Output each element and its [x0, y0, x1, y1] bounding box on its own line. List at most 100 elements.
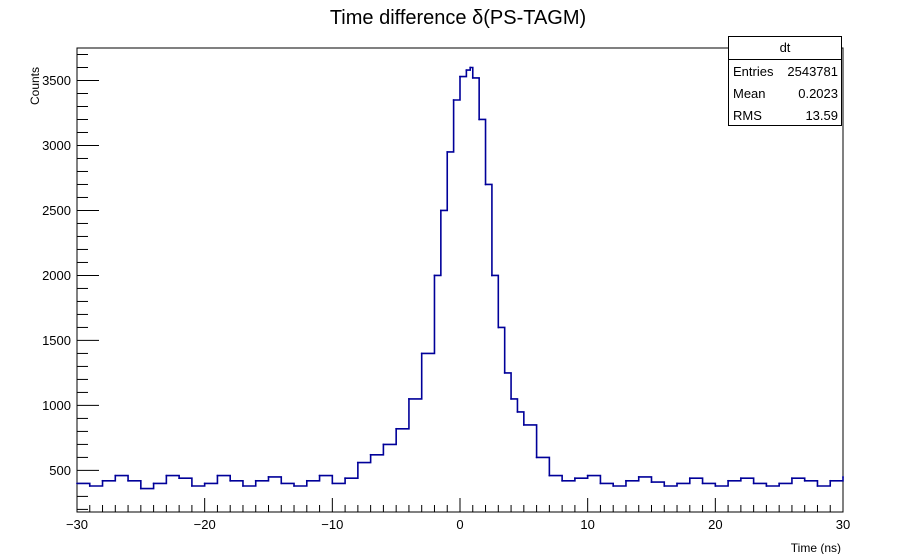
data-point — [254, 479, 257, 482]
x-tick-label: −30 — [66, 517, 88, 532]
data-point — [318, 474, 321, 477]
stats-row-mean: Mean 0.2023 — [729, 82, 841, 104]
data-point — [465, 69, 468, 71]
data-point — [191, 485, 193, 487]
data-point — [356, 461, 359, 464]
stats-mean-label: Mean — [733, 86, 766, 101]
data-point — [469, 66, 472, 69]
data-point — [727, 479, 729, 482]
data-point — [612, 485, 615, 487]
data-point — [650, 481, 653, 484]
data-point — [491, 274, 493, 277]
data-point — [778, 482, 781, 485]
y-axis-title: Counts — [28, 67, 42, 105]
data-point — [446, 151, 449, 153]
data-point — [791, 477, 793, 480]
series-line — [77, 66, 844, 490]
data-point — [829, 479, 832, 482]
data-point — [752, 482, 755, 485]
data-point — [497, 326, 500, 329]
y-tick-label: 1500 — [42, 333, 71, 348]
y-tick-label: 500 — [49, 463, 71, 478]
data-point — [471, 76, 474, 79]
y-tick-label: 3000 — [42, 138, 71, 153]
data-point — [139, 487, 142, 490]
data-point — [88, 485, 91, 487]
data-point — [574, 477, 576, 480]
stats-rms-label: RMS — [733, 108, 762, 123]
y-tick-label: 3500 — [42, 73, 71, 88]
data-point — [203, 482, 206, 485]
data-point — [599, 482, 602, 485]
data-point — [280, 482, 283, 485]
data-point — [586, 474, 589, 477]
data-point — [452, 99, 455, 101]
stats-row-rms: RMS 13.59 — [729, 104, 841, 126]
y-axis: 500 1000 1500 2000 2500 3000 3500 — [42, 53, 99, 510]
data-point — [114, 474, 117, 477]
series-layer — [76, 66, 844, 490]
y-tick-label: 2000 — [42, 268, 71, 283]
data-point — [459, 75, 461, 78]
data-point — [765, 485, 768, 487]
data-point — [688, 477, 691, 480]
stats-entries-label: Entries — [733, 64, 774, 79]
data-point — [503, 372, 506, 374]
data-point — [293, 485, 295, 487]
data-point — [152, 482, 155, 485]
x-axis: −30 −20 −10 0 10 20 30 — [66, 498, 850, 532]
data-point — [625, 479, 627, 482]
data-point — [229, 479, 232, 482]
data-point — [305, 479, 308, 482]
data-point — [714, 485, 717, 487]
data-point — [637, 476, 640, 478]
chart-title: Time difference δ(PS-TAGM) — [330, 7, 586, 29]
data-point — [331, 482, 334, 485]
x-tick-label: 20 — [708, 517, 722, 532]
data-point — [395, 427, 398, 430]
x-axis-title: Time (ns) — [791, 541, 841, 554]
stats-title: dt — [729, 37, 841, 60]
data-point — [76, 482, 78, 485]
data-point — [561, 479, 564, 482]
data-point — [842, 476, 844, 478]
data-point — [165, 474, 168, 477]
x-tick-label: 30 — [836, 517, 850, 532]
data-point — [663, 485, 666, 487]
data-point — [127, 479, 129, 482]
stats-entries-value: 2543781 — [787, 64, 838, 79]
data-point — [478, 118, 481, 121]
stats-rms-value: 13.59 — [805, 108, 838, 123]
data-point — [433, 274, 436, 277]
x-tick-label: −20 — [194, 517, 216, 532]
data-point — [178, 477, 181, 480]
data-point — [522, 424, 525, 426]
stats-box: dt Entries 2543781 Mean 0.2023 RMS 13.59 — [728, 36, 842, 126]
y-tick-label: 2500 — [42, 203, 71, 218]
data-point — [267, 476, 270, 478]
x-tick-label: 10 — [580, 517, 594, 532]
data-point — [408, 398, 410, 400]
data-point — [739, 477, 742, 480]
data-point — [216, 474, 219, 477]
data-point — [101, 479, 104, 482]
data-point — [676, 482, 678, 485]
data-point — [548, 474, 551, 477]
data-point — [516, 411, 519, 413]
data-point — [510, 398, 512, 400]
x-tick-label: −10 — [321, 517, 343, 532]
data-point — [439, 209, 442, 212]
data-point — [420, 352, 423, 355]
data-point — [382, 443, 385, 446]
data-point — [344, 477, 346, 480]
stats-mean-value: 0.2023 — [798, 86, 838, 101]
data-point — [242, 485, 244, 487]
data-point — [535, 456, 538, 459]
data-point — [816, 485, 819, 487]
x-tick-label: 0 — [456, 517, 463, 532]
data-point — [701, 482, 704, 485]
data-point — [803, 479, 806, 482]
data-point — [369, 453, 372, 456]
y-tick-label: 1000 — [42, 398, 71, 413]
